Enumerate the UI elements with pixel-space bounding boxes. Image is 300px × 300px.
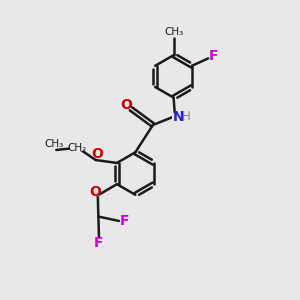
Text: CH₃: CH₃ <box>164 27 183 37</box>
Text: O: O <box>91 146 103 161</box>
Text: CH₃: CH₃ <box>44 139 64 149</box>
Bar <box>95 239 103 247</box>
Bar <box>70 144 85 152</box>
Bar <box>210 52 218 60</box>
Text: O: O <box>89 185 101 199</box>
Bar <box>93 150 101 158</box>
Text: F: F <box>209 49 219 63</box>
Bar <box>166 28 181 36</box>
Text: F: F <box>94 236 104 250</box>
Text: H: H <box>182 110 190 123</box>
Bar <box>91 188 99 196</box>
Bar <box>121 217 129 225</box>
Bar <box>46 140 61 148</box>
Text: CH₂: CH₂ <box>68 142 87 153</box>
Text: F: F <box>120 214 130 228</box>
Text: N: N <box>173 110 184 124</box>
Bar <box>122 101 131 109</box>
Text: O: O <box>121 98 132 112</box>
Bar <box>172 113 185 121</box>
